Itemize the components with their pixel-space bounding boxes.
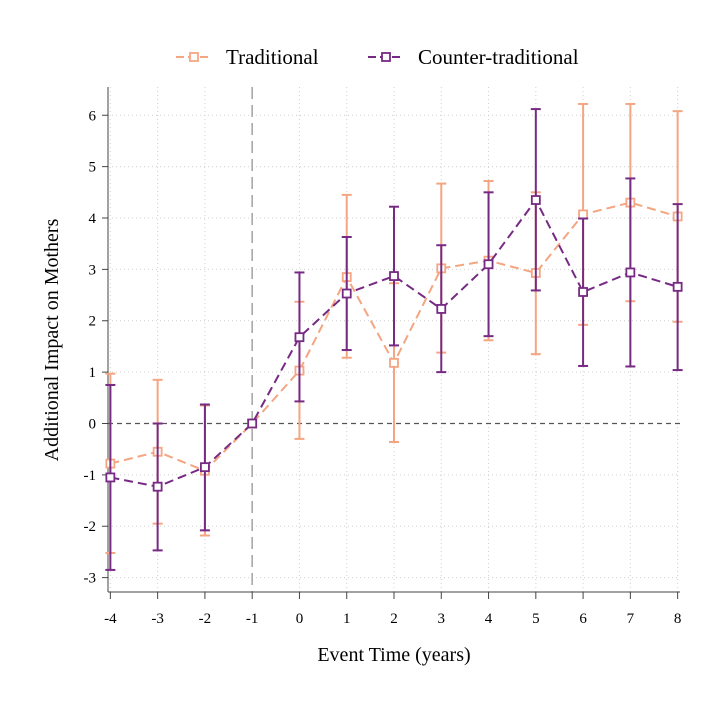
x-tick-label: 8: [674, 611, 682, 627]
x-tick-label: 4: [485, 611, 493, 627]
x-tick-label: 2: [390, 611, 398, 627]
x-tick-label: -1: [246, 611, 259, 627]
x-tick-label: 1: [343, 611, 351, 627]
y-tick-label: 1: [89, 365, 97, 381]
x-tick-label: 7: [627, 611, 635, 627]
point-counter-traditional: [625, 267, 636, 278]
legend-item-traditional: Traditional: [176, 45, 319, 69]
x-tick-label: -4: [104, 611, 117, 627]
point-counter-traditional: [294, 332, 305, 343]
point-counter-traditional: [105, 472, 116, 483]
x-tick-label: -2: [199, 611, 212, 627]
point-counter-traditional: [672, 281, 683, 292]
y-axis-title: Additional Impact on Mothers: [41, 218, 63, 461]
y-tick-label: 2: [89, 314, 97, 330]
point-counter-traditional: [483, 259, 494, 270]
x-tick-label: 6: [579, 611, 587, 627]
point-counter-traditional: [389, 271, 399, 281]
legend-label-counter-traditional: Counter-traditional: [418, 45, 579, 69]
y-tick-label: -1: [84, 468, 97, 484]
point-counter-traditional: [200, 462, 210, 473]
x-tick-label: 3: [438, 611, 446, 627]
legend-swatch-marker-counter-traditional: [381, 52, 391, 62]
point-traditional: [578, 209, 588, 220]
x-axis-title: Event Time (years): [317, 644, 470, 666]
legend: Traditional Counter-traditional: [176, 45, 579, 69]
legend-label-traditional: Traditional: [226, 45, 319, 69]
y-tick-label: 0: [89, 416, 97, 432]
axes: -3 -2 -1 0 1 2 3 4 5 6 -4 -3 -2 -1 0 1 2 3 4 5 6 7 8: [84, 87, 682, 627]
x-tick-label: 5: [532, 611, 540, 627]
x-tick-label: 0: [296, 611, 304, 627]
y-tick-label: -2: [84, 519, 97, 535]
legend-swatch-marker-traditional: [189, 52, 199, 62]
y-tick-label: -3: [84, 571, 97, 587]
y-tick-label: 6: [89, 108, 97, 124]
legend-item-counter-traditional: Counter-traditional: [368, 45, 579, 69]
y-tick-label: 5: [89, 160, 97, 176]
point-counter-traditional: [152, 481, 163, 492]
point-counter-traditional: [247, 418, 258, 429]
point-counter-traditional: [578, 287, 588, 297]
point-counter-traditional: [341, 288, 352, 299]
point-counter-traditional: [436, 304, 447, 314]
point-counter-traditional: [530, 195, 541, 205]
reference-lines: [108, 87, 680, 592]
series-counter-traditional: [105, 108, 683, 571]
x-tick-label: -3: [151, 611, 164, 627]
y-tick-label: 3: [89, 262, 97, 278]
point-traditional: [389, 357, 399, 368]
series-group: [105, 102, 683, 571]
y-tick-label: 4: [89, 211, 97, 227]
